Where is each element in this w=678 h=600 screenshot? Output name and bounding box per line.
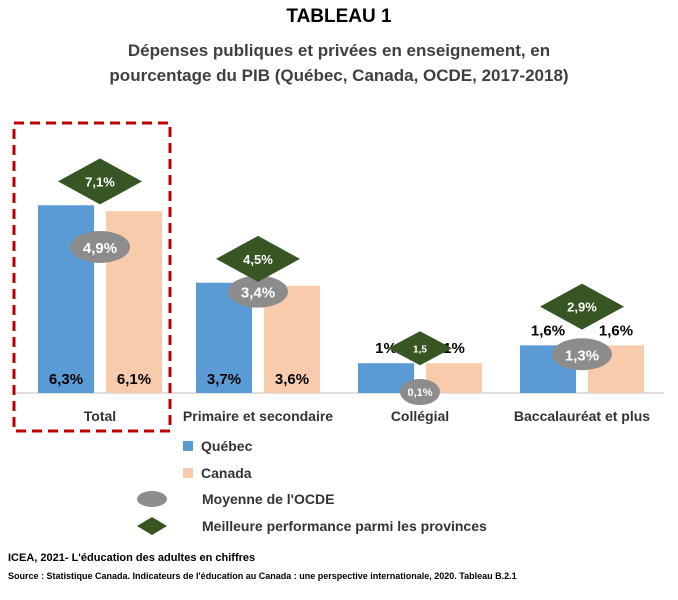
best-label-2: 1,5	[413, 344, 427, 355]
legend-quebec: Québec	[183, 438, 252, 454]
legend-quebec-label: Québec	[201, 438, 253, 454]
x-tick-label-3: Baccalauréat et plus	[514, 408, 650, 424]
bar-label-canada-1: 3,6%	[275, 371, 309, 388]
best-marker-1	[216, 235, 300, 282]
oecd-marker-0	[70, 230, 130, 263]
chart-subtitle: Dépenses publiques et privées en enseign…	[40, 38, 638, 88]
legend-best: Meilleure performance parmi les province…	[137, 517, 487, 535]
legend-canada: Canada	[183, 465, 252, 481]
legend-oecd: Moyenne de l'OCDE	[137, 491, 334, 507]
legend-canada-label: Canada	[201, 465, 252, 481]
best-label-3: 2,9%	[567, 300, 597, 315]
oecd-marker-3	[552, 338, 612, 371]
best-marker-2	[388, 331, 452, 366]
legend-quebec-swatch	[183, 441, 193, 451]
bar-label-canada-0: 6,1%	[117, 371, 151, 388]
bar-label-quebec-1: 3,7%	[207, 371, 241, 388]
subtitle-line-2: pourcentage du PIB (Québec, Canada, OCDE…	[109, 66, 569, 85]
bar-label-canada-2: 1%	[443, 340, 465, 357]
footer-source: Source : Statistique Canada. Indicateurs…	[8, 571, 517, 581]
chart-title: TABLEAU 1	[286, 6, 392, 27]
oecd-label-0: 4,9%	[83, 240, 117, 257]
bar-label-quebec-2: 1%	[375, 340, 397, 357]
oecd-marker-1	[228, 275, 288, 308]
oecd-label-3: 1,3%	[565, 347, 599, 364]
oecd-label-2: 0,1%	[407, 387, 432, 399]
bar-label-canada-3: 1,6%	[599, 322, 633, 339]
footer-credit: ICEA, 2021- L'éducation des adultes en c…	[8, 552, 256, 564]
legend-best-label: Meilleure performance parmi les province…	[202, 518, 487, 534]
x-tick-label-0: Total	[84, 408, 116, 424]
best-label-0: 7,1%	[85, 174, 115, 189]
best-marker-3	[540, 283, 624, 330]
legend-best-diamond	[137, 517, 167, 535]
oecd-marker-2	[400, 379, 440, 405]
bar-label-quebec-0: 6,3%	[49, 371, 83, 388]
best-label-1: 4,5%	[243, 252, 273, 267]
legend-oecd-ellipse	[137, 491, 167, 507]
legend-canada-swatch	[183, 468, 193, 478]
oecd-label-1: 3,4%	[241, 285, 275, 302]
bar-label-quebec-3: 1,6%	[531, 322, 565, 339]
x-tick-label-1: Primaire et secondaire	[183, 408, 333, 424]
x-tick-label-2: Collégial	[391, 408, 449, 424]
subtitle-line-1: Dépenses publiques et privées en enseign…	[127, 41, 551, 60]
legend-oecd-label: Moyenne de l'OCDE	[202, 491, 335, 507]
best-marker-0	[58, 158, 142, 205]
highlight-box	[12, 121, 172, 433]
